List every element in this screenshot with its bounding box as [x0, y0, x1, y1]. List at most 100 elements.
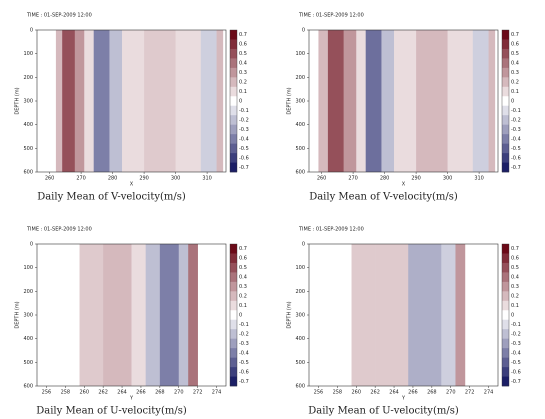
y-tick-label: 300	[295, 313, 305, 319]
colorbar-cell	[230, 262, 237, 273]
colorbar-label: -0.1	[511, 322, 521, 328]
colorbar-label: -0.2	[239, 117, 249, 123]
x-tick-label: 274	[484, 390, 494, 396]
x-tick-label: 310	[474, 176, 484, 182]
colorbar-label: 0.7	[239, 246, 247, 252]
colorbar-label: 0.6	[239, 42, 247, 48]
colorbar-cell	[502, 367, 509, 377]
colorbar-label: 0.1	[511, 303, 519, 309]
field-band	[356, 30, 366, 172]
colorbar-label: -0.7	[511, 379, 521, 385]
x-tick-label: 300	[443, 176, 453, 182]
field-band	[343, 30, 357, 172]
y-tick-label: 300	[23, 99, 33, 105]
y-tick-label: 400	[295, 336, 305, 342]
colorbar-cell	[230, 348, 237, 358]
colorbar-frame	[501, 29, 510, 173]
x-tick-label: 268	[155, 390, 165, 396]
colorbar-label: 0	[511, 313, 514, 319]
field-band	[145, 244, 161, 386]
y-tick-label: 0	[30, 242, 33, 248]
x-axis-label: X	[130, 182, 134, 188]
colorbar-frame	[229, 29, 238, 173]
colorbar-label: 0.7	[239, 32, 247, 38]
colorbar-cell	[230, 244, 237, 254]
colorbar-label: -0.2	[239, 331, 249, 337]
field-band	[159, 244, 180, 386]
x-tick-label: 270	[446, 390, 456, 396]
field-band	[74, 30, 85, 172]
colorbar-cell	[230, 300, 237, 311]
field-band	[122, 30, 145, 172]
time-label: TIME : 01-SEP-2009 12:00	[26, 13, 92, 19]
field-band	[441, 244, 456, 386]
colorbar-label: -0.4	[239, 136, 249, 142]
y-tick-label: 500	[295, 360, 305, 366]
field-band	[488, 30, 496, 172]
colorbar-label: 0.4	[511, 275, 519, 281]
colorbar-cell	[502, 124, 509, 135]
field-band	[351, 244, 376, 386]
colorbar-cell	[230, 357, 237, 368]
colorbar-cell	[230, 153, 237, 163]
colorbar-cell	[502, 96, 509, 107]
y-tick-label: 400	[295, 122, 305, 128]
y-tick-label: 600	[295, 170, 305, 176]
field-band	[381, 30, 395, 172]
field-band	[455, 244, 466, 386]
colorbar-cell	[230, 272, 237, 283]
chart-title: Daily Mean of V-velocity(m/s)	[37, 192, 186, 203]
colorbar-cell	[230, 67, 237, 78]
chart-title: Daily Mean of V-velocity(m/s)	[309, 192, 458, 203]
chart-title: Daily Mean of U-velocity(m/s)	[36, 406, 187, 417]
colorbar-cell	[502, 67, 509, 78]
field-band	[472, 30, 489, 172]
colorbar-label: 0.4	[239, 275, 247, 281]
colorbar-cell	[230, 30, 237, 40]
colorbar-label: -0.5	[239, 146, 249, 152]
colorbar-cell	[230, 329, 237, 339]
colorbar-label: -0.6	[239, 155, 249, 161]
y-tick-label: 500	[295, 146, 305, 152]
colorbar-cell	[230, 105, 237, 116]
colorbar-label: -0.3	[239, 341, 249, 347]
colorbar-label: 0.7	[511, 246, 519, 252]
x-tick-label: 256	[42, 390, 52, 396]
colorbar-cell	[502, 319, 509, 330]
colorbar-label: 0.2	[239, 294, 247, 300]
colorbar-label: 0	[239, 99, 242, 105]
colorbar-cell	[502, 253, 509, 264]
colorbar-label: 0.6	[511, 256, 519, 262]
colorbar-label: 0.5	[511, 265, 519, 271]
x-tick-label: 290	[139, 176, 149, 182]
colorbar-label: -0.2	[511, 117, 521, 123]
x-axis-label: Y	[401, 396, 406, 402]
colorbar-cell	[502, 153, 509, 163]
time-label: TIME : 01-SEP-2009 12:00	[26, 227, 92, 233]
chart-title: Daily Mean of U-velocity(m/s)	[308, 406, 459, 417]
colorbar-label: 0.6	[511, 42, 519, 48]
colorbar-cell	[230, 291, 237, 302]
colorbar-label: 0.4	[239, 61, 247, 67]
y-tick-label: 500	[23, 360, 33, 366]
x-tick-label: 270	[348, 176, 358, 182]
field-band	[175, 30, 202, 172]
colorbar-label: 0.5	[511, 51, 519, 57]
colorbar-label: -0.4	[239, 350, 249, 356]
x-tick-label: 300	[171, 176, 181, 182]
colorbar-cell	[230, 281, 237, 292]
colorbar-cell	[230, 39, 237, 50]
colorbar-cell	[502, 48, 509, 59]
y-axis-label: DEPTH (m)	[15, 301, 21, 328]
colorbar-label: 0.4	[511, 61, 519, 67]
y-tick-label: 200	[23, 75, 33, 81]
field-band	[103, 244, 132, 386]
colorbar-cell	[230, 319, 237, 330]
x-tick-label: 258	[333, 390, 343, 396]
colorbar-cell	[502, 281, 509, 292]
colorbar-cell	[230, 310, 237, 321]
x-tick-label: 310	[202, 176, 212, 182]
field-band	[200, 30, 217, 172]
colorbar-cell	[502, 143, 509, 154]
